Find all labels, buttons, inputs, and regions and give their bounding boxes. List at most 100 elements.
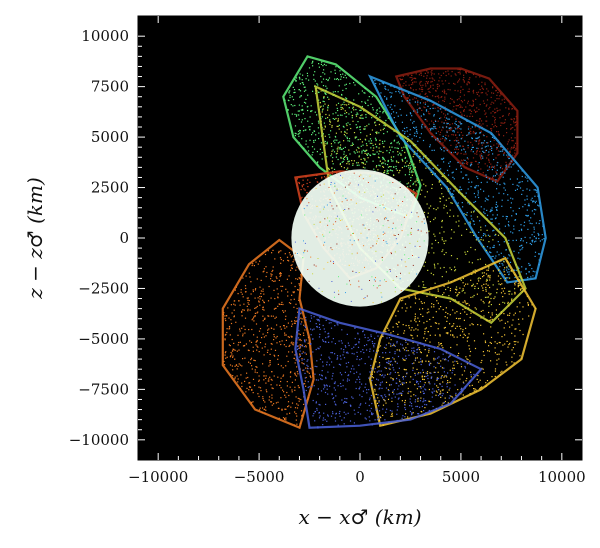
data-point <box>517 170 519 172</box>
data-point <box>259 295 261 298</box>
data-point <box>375 139 377 142</box>
data-point <box>294 373 296 375</box>
data-point <box>343 140 345 142</box>
data-point <box>364 128 366 130</box>
data-point <box>442 72 445 74</box>
data-point <box>298 181 300 184</box>
data-point <box>444 359 446 361</box>
data-point <box>408 84 410 86</box>
data-point <box>429 113 431 115</box>
data-point <box>462 145 464 147</box>
data-point <box>488 267 490 269</box>
data-point <box>390 85 392 87</box>
data-point <box>401 121 403 123</box>
data-point <box>242 358 244 360</box>
data-point <box>416 132 418 134</box>
data-point <box>378 123 380 126</box>
data-point <box>388 360 390 362</box>
data-point <box>411 350 413 352</box>
data-point <box>449 395 451 397</box>
data-point <box>447 333 449 335</box>
data-point <box>272 387 274 390</box>
data-point <box>382 111 384 113</box>
data-point <box>477 190 479 192</box>
data-point <box>289 96 291 99</box>
data-point <box>431 120 433 122</box>
data-point <box>366 161 368 163</box>
data-point <box>396 340 398 343</box>
data-point <box>318 320 320 322</box>
data-point <box>382 397 384 399</box>
data-point <box>441 121 443 123</box>
data-point <box>307 120 309 122</box>
data-point <box>480 148 482 150</box>
data-point <box>509 261 512 263</box>
data-point <box>443 113 445 115</box>
data-point <box>500 146 502 148</box>
data-point <box>426 75 428 77</box>
data-point <box>470 110 473 112</box>
data-point <box>319 102 321 104</box>
data-point <box>355 149 358 151</box>
data-point <box>432 84 434 86</box>
data-point <box>445 359 447 361</box>
data-point <box>327 371 329 373</box>
data-point <box>477 192 479 194</box>
data-point <box>248 349 250 352</box>
data-point <box>500 312 503 314</box>
data-point <box>514 129 516 131</box>
data-point <box>334 118 336 120</box>
data-point <box>356 378 358 381</box>
data-point <box>475 239 477 241</box>
data-point <box>476 216 479 218</box>
data-point <box>519 355 521 357</box>
data-point <box>500 292 503 294</box>
data-point <box>289 412 291 414</box>
data-point <box>436 88 438 90</box>
data-point <box>378 362 381 364</box>
data-point <box>326 420 328 422</box>
data-point <box>244 328 246 331</box>
data-point <box>294 285 296 288</box>
data-point <box>399 108 401 110</box>
data-point <box>383 346 386 349</box>
data-point <box>451 202 453 204</box>
data-point <box>359 386 361 388</box>
data-point <box>502 344 504 346</box>
data-point <box>424 349 426 351</box>
data-point <box>457 355 459 357</box>
data-point <box>269 376 271 378</box>
data-point <box>470 279 472 281</box>
data-point <box>482 142 484 144</box>
data-point <box>290 335 292 337</box>
data-point <box>331 167 333 169</box>
data-point <box>519 284 521 286</box>
data-point <box>413 329 415 331</box>
data-point <box>328 114 330 116</box>
data-point <box>439 335 441 337</box>
data-point <box>305 129 307 131</box>
data-point <box>321 152 323 154</box>
data-point <box>324 93 327 95</box>
data-point <box>433 79 436 81</box>
data-point <box>417 329 419 331</box>
data-point <box>403 82 405 84</box>
data-point <box>329 121 332 123</box>
data-point <box>343 423 345 425</box>
data-point <box>498 353 500 355</box>
data-point <box>374 143 377 145</box>
data-point <box>431 376 433 378</box>
data-point <box>411 347 413 349</box>
data-point <box>534 202 536 204</box>
data-point <box>436 378 438 380</box>
data-point <box>412 168 414 170</box>
data-point <box>317 347 319 349</box>
data-point <box>358 406 360 408</box>
data-point <box>345 77 347 79</box>
data-point <box>415 380 418 382</box>
data-point <box>477 169 479 171</box>
data-point <box>486 279 488 282</box>
data-point <box>496 143 498 145</box>
data-point <box>432 274 435 276</box>
data-point <box>390 384 392 386</box>
